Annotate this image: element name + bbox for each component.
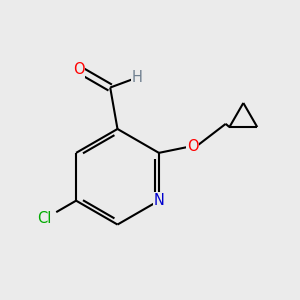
Text: O: O bbox=[187, 140, 199, 154]
Text: Cl: Cl bbox=[38, 211, 52, 226]
Text: O: O bbox=[73, 62, 85, 77]
Text: N: N bbox=[154, 193, 164, 208]
Text: H: H bbox=[132, 70, 142, 85]
